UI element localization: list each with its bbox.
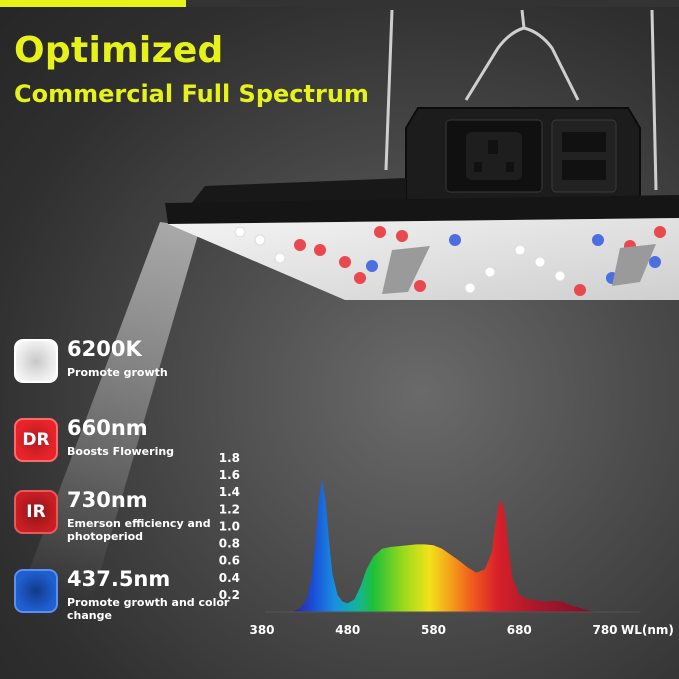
y-tick-label: 0.6: [219, 554, 240, 568]
feature-660nm: DR 660nm Boosts Flowering: [14, 416, 274, 462]
bracket-right: [612, 244, 656, 286]
white-led-icon: [14, 339, 58, 383]
network-port: [551, 119, 617, 193]
headline-line2: Commercial Full Spectrum: [14, 80, 369, 108]
y-tick-label: 1.6: [219, 468, 240, 482]
x-tick-label: 580: [421, 623, 446, 637]
blue-led-icon: [14, 569, 58, 613]
x-tick-label: 680: [507, 623, 532, 637]
feature-value: 6200K: [67, 337, 142, 361]
bracket-left: [382, 246, 430, 294]
feature-value: 660nm: [67, 416, 148, 440]
y-tick-label: 0.8: [219, 537, 240, 551]
feature-6200k: 6200K Promote growth: [14, 337, 274, 383]
infrared-led-icon: IR: [14, 490, 58, 534]
light-beam: [18, 222, 200, 600]
feature-description: Promote growth and color change: [67, 596, 230, 622]
y-tick-label: 0.2: [219, 588, 240, 602]
y-tick-label: 1.0: [219, 519, 240, 533]
feature-description: Promote growth: [67, 366, 168, 379]
x-tick-label: 780: [592, 623, 617, 637]
top-bar-accent: [0, 0, 186, 7]
spectrum-chart: 0.2 0.4 0.6 0.8 1.0 1.2 1.4 1.6 1.8 380 480 580 680…: [219, 451, 674, 637]
headline-line1: Optimized: [14, 30, 224, 71]
y-tick-label: 1.4: [219, 485, 240, 499]
y-tick-label: 1.8: [219, 451, 240, 465]
feature-437nm: 437.5nm Promote growth and color change: [14, 567, 274, 622]
hanging-hook: [464, 9, 580, 101]
y-tick-label: 0.4: [219, 571, 240, 585]
x-axis-label: WL(nm): [621, 623, 674, 637]
x-tick-label: 480: [335, 623, 360, 637]
feature-description: Boosts Flowering: [67, 445, 175, 458]
panel-frame: [165, 195, 679, 224]
x-tick-label: 380: [249, 623, 274, 637]
feature-description: Emerson efficiency and photoperiod: [67, 517, 211, 543]
spectrum-curve: [292, 479, 597, 612]
heat-sink: [190, 178, 406, 205]
top-bar: [0, 0, 679, 7]
y-tick-label: 1.2: [219, 502, 240, 516]
hanging-wire-left: [384, 9, 394, 171]
deep-red-led-icon: DR: [14, 418, 58, 462]
feature-value: 730nm: [67, 488, 148, 512]
feature-730nm: IR 730nm Emerson efficiency and photoper…: [14, 488, 274, 543]
feature-value: 437.5nm: [67, 567, 171, 591]
hanging-wire-right: [650, 9, 658, 191]
